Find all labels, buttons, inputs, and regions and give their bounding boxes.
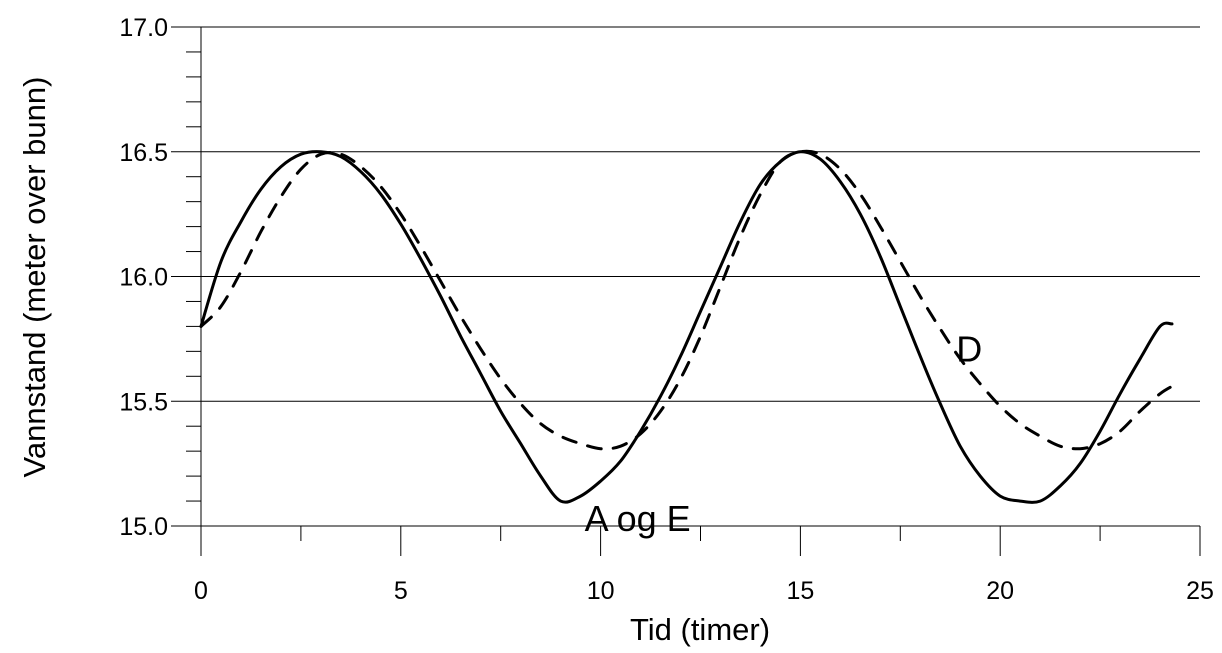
x-tick-label: 5 bbox=[394, 577, 408, 605]
annotation-a-og-e: A og E bbox=[585, 498, 691, 539]
y-tick-label: 16.5 bbox=[119, 139, 168, 167]
grid-lines bbox=[201, 26, 1200, 402]
y-axis-title: Vannstand (meter over bunn) bbox=[17, 77, 52, 478]
dashed-series-line bbox=[199, 149, 1174, 451]
series-layer bbox=[199, 149, 1174, 504]
y-tick-label: 15.0 bbox=[119, 513, 168, 541]
x-axis-title: Tid (timer) bbox=[630, 612, 770, 647]
solid-series-line bbox=[199, 150, 1174, 504]
y-tick-label: 16.0 bbox=[119, 264, 168, 292]
y-tick-label: 17.0 bbox=[119, 14, 168, 42]
axes bbox=[171, 26, 1201, 556]
x-tick-label: 25 bbox=[1186, 577, 1214, 605]
y-tick-label: 15.5 bbox=[119, 388, 168, 416]
x-tick-label: 0 bbox=[194, 577, 208, 605]
annotation-d: D bbox=[956, 328, 982, 369]
x-tick-label: 20 bbox=[986, 577, 1014, 605]
tick-labels: 15.0 15.5 16.0 16.5 17.0 0 5 10 15 20 25 bbox=[119, 14, 1214, 605]
x-tick-label: 15 bbox=[786, 577, 814, 605]
x-tick-label: 10 bbox=[587, 577, 615, 605]
